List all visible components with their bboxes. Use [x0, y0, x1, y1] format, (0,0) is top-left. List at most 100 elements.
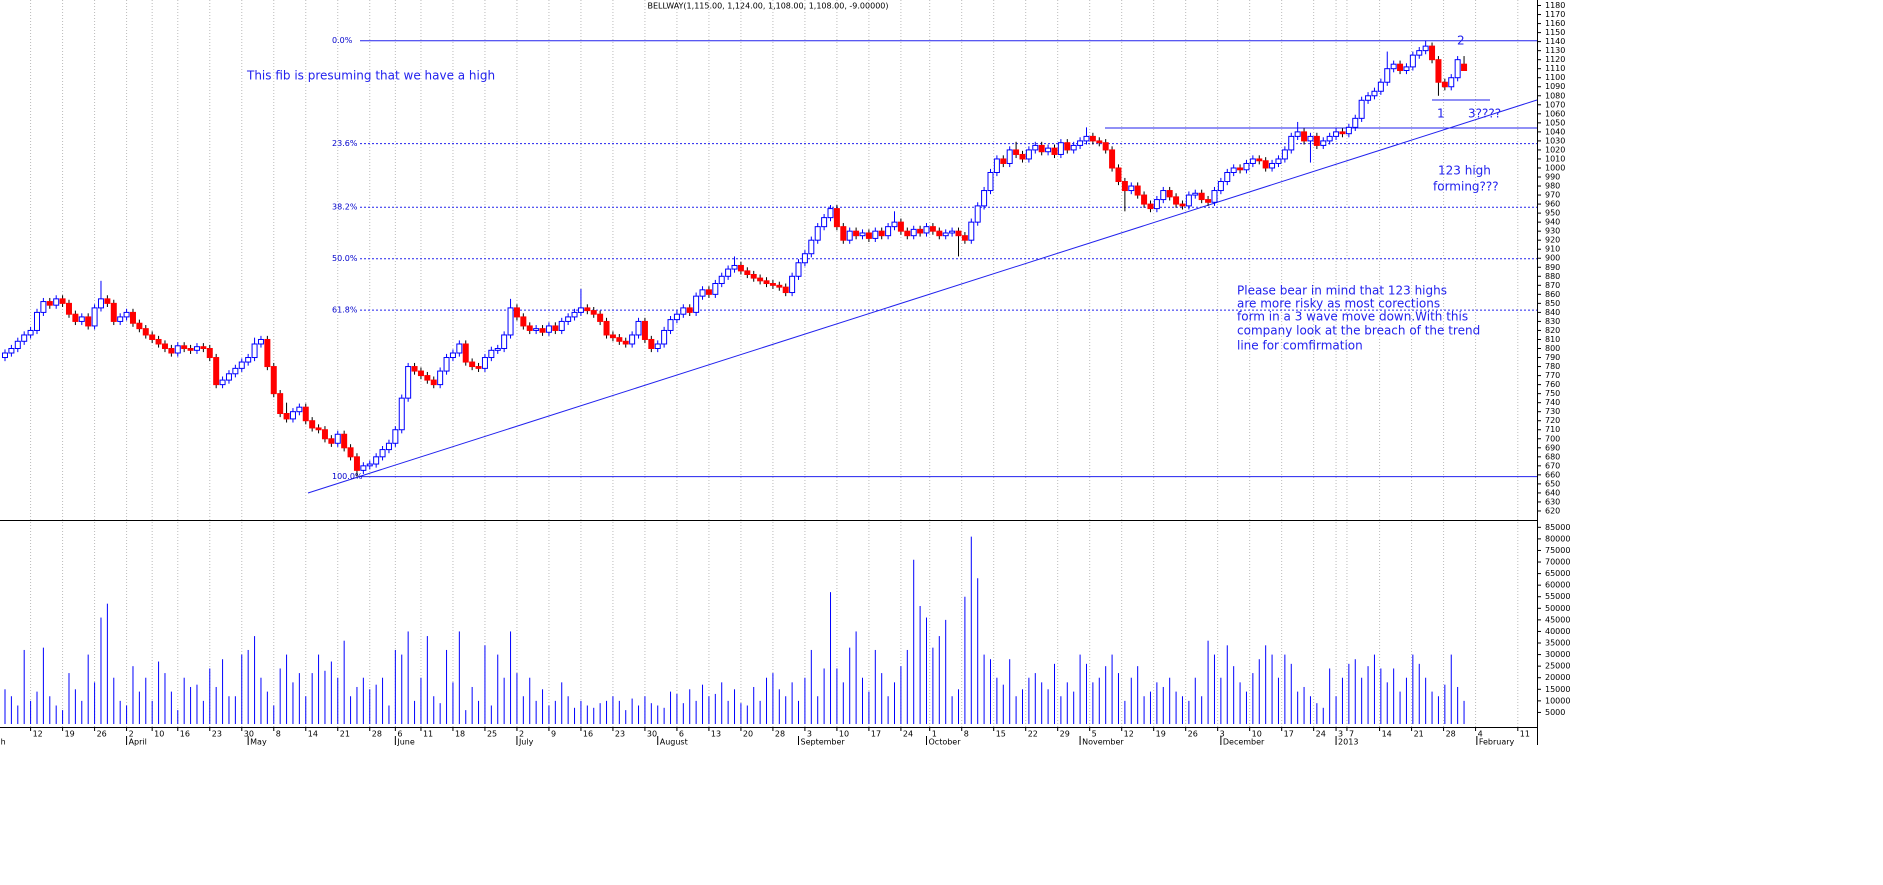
candle-body — [808, 239, 815, 255]
candle-body — [85, 316, 92, 327]
y-tick-label: 690 — [1545, 443, 1560, 452]
y-tick-label: 1040 — [1545, 127, 1565, 136]
candle-body — [987, 171, 994, 192]
month-label: June — [396, 738, 415, 747]
y-tick-label: 990 — [1545, 173, 1560, 182]
y-tick-label: 760 — [1545, 380, 1560, 389]
candle-body — [1096, 140, 1103, 144]
x-tick-label: 3 — [1220, 730, 1225, 739]
candle-body — [1217, 181, 1224, 192]
candle-body — [1064, 142, 1071, 151]
y-tick-label: 1130 — [1545, 46, 1565, 55]
candle-body — [174, 345, 181, 354]
y-tick-label: 770 — [1545, 371, 1560, 380]
x-tick-label: 30 — [647, 730, 657, 739]
candle-body — [853, 230, 860, 237]
vol-y-tick-label: 35000 — [1545, 639, 1570, 648]
candle-body — [341, 433, 348, 449]
y-tick-label: 1050 — [1545, 118, 1565, 127]
x-tick-label: 26 — [97, 730, 107, 739]
y-tick-label: 1070 — [1545, 100, 1565, 109]
x-tick-label: 2 — [129, 730, 134, 739]
candle-body — [430, 379, 437, 386]
candle-body — [526, 325, 533, 331]
y-tick-label: 680 — [1545, 452, 1560, 461]
wave-label: 3???? — [1468, 107, 1501, 121]
month-label: May — [250, 738, 267, 747]
candle-body — [46, 301, 53, 306]
candle-body — [571, 311, 578, 318]
candle-body — [1416, 50, 1423, 56]
candle-body — [373, 456, 380, 465]
y-tick-label: 980 — [1545, 182, 1560, 191]
y-tick-label: 620 — [1545, 506, 1560, 515]
candle-body — [437, 370, 444, 386]
vol-y-tick-label: 15000 — [1545, 685, 1570, 694]
candle-body — [1249, 158, 1256, 164]
candle-body — [136, 322, 143, 330]
candle-body — [1345, 126, 1352, 135]
candle-body — [520, 316, 527, 327]
candle-body — [1307, 135, 1314, 142]
fib-label: 100.0% — [332, 472, 363, 481]
candle-body — [1153, 199, 1160, 210]
y-tick-label: 1140 — [1545, 37, 1565, 46]
candle-body — [763, 280, 770, 285]
candle-body — [1141, 194, 1148, 205]
candle-body — [149, 334, 156, 340]
candle-body — [1057, 142, 1064, 155]
candle-body — [1281, 149, 1288, 160]
candle-body — [1313, 135, 1320, 146]
month-label: April — [129, 738, 147, 747]
x-tick-label: 6 — [679, 730, 684, 739]
trend-line — [307, 99, 1538, 494]
candle-body — [635, 320, 642, 336]
candle-body — [353, 456, 360, 471]
candle-body — [168, 348, 175, 354]
candle-body — [481, 357, 488, 369]
candle-body — [744, 270, 751, 275]
candle-body — [91, 307, 98, 327]
candle-body — [821, 217, 828, 228]
candle-body — [1269, 162, 1276, 169]
candle-body — [603, 320, 610, 336]
candle-body — [392, 429, 399, 444]
vol-y-tick-label: 5000 — [1545, 708, 1565, 717]
x-tick-label: 6 — [397, 730, 402, 739]
x-tick-label: 28 — [775, 730, 785, 739]
candle-body — [40, 301, 47, 313]
candle-body — [475, 366, 482, 369]
candle-body — [1077, 140, 1084, 146]
x-tick-label: 14 — [1382, 730, 1392, 739]
candle-body — [897, 221, 904, 232]
candle-body — [302, 406, 309, 422]
candle-body — [507, 307, 514, 336]
x-tick-label: 16 — [180, 730, 190, 739]
candle-body — [705, 289, 712, 295]
candle-body — [699, 289, 706, 297]
candle-body — [494, 348, 501, 351]
candle-body — [865, 232, 872, 239]
candle-body — [949, 230, 956, 234]
candle-body — [1237, 167, 1244, 171]
candle-body — [533, 328, 540, 331]
candle-body — [142, 328, 149, 336]
vol-y-tick-label: 80000 — [1545, 534, 1570, 543]
y-tick-label: 850 — [1545, 299, 1560, 308]
candle-body — [974, 205, 981, 223]
candle-body — [501, 334, 508, 350]
y-tick-label: 660 — [1545, 470, 1560, 479]
candle-body — [1333, 131, 1340, 137]
candle-body — [245, 357, 252, 363]
fib-label: 61.8% — [332, 306, 358, 315]
candle-body — [1384, 68, 1391, 83]
candle-body — [27, 329, 34, 336]
vol-y-tick-label: 60000 — [1545, 581, 1570, 590]
candle-body — [1147, 203, 1154, 210]
candle-body — [296, 406, 303, 413]
candle-body — [680, 307, 687, 315]
candle-body — [72, 313, 79, 322]
candle-body — [648, 338, 655, 350]
y-tick-label: 900 — [1545, 254, 1560, 263]
